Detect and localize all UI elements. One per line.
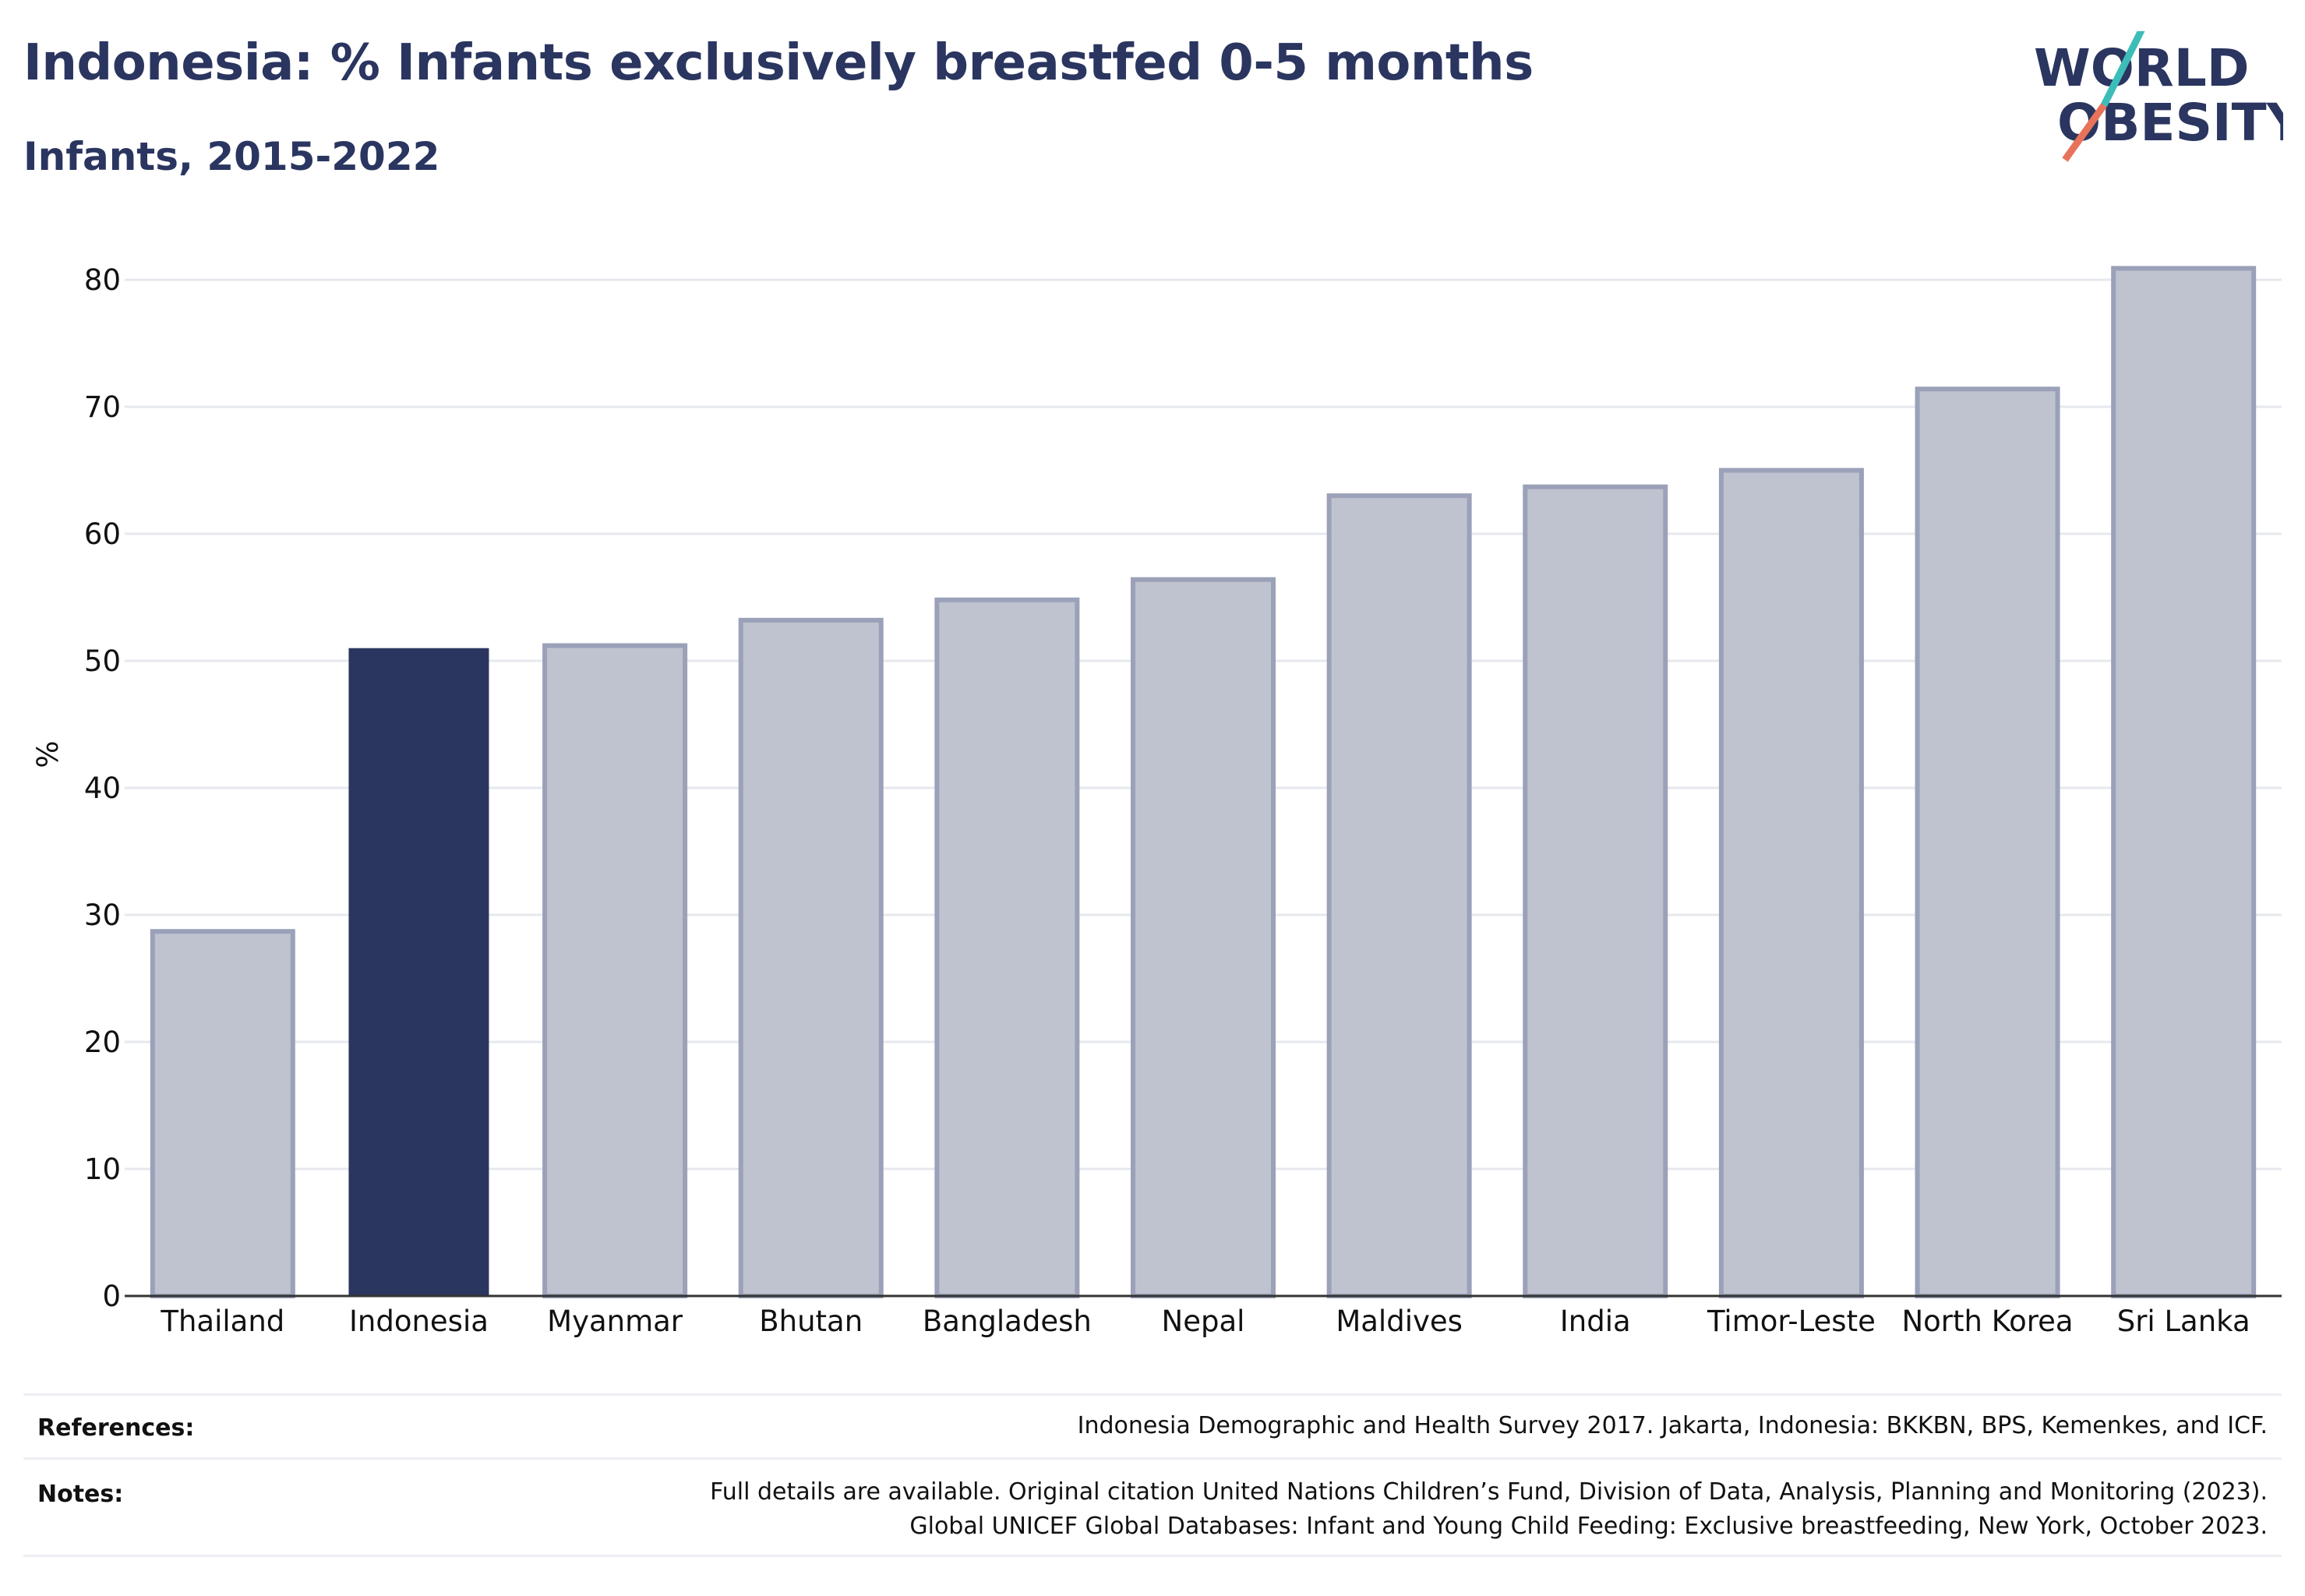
footer-divider-top: [23, 1393, 2282, 1396]
bars: [150, 266, 2257, 1299]
bar-myanmar: [542, 643, 688, 1298]
y-tick-label: 10: [84, 1153, 121, 1186]
bar-indonesia: [348, 648, 489, 1296]
bar-north-korea: [1915, 387, 2060, 1298]
chart-title: Indonesia: % Infants exclusively breastf…: [23, 34, 1534, 92]
y-tick-label: 40: [84, 772, 121, 805]
x-tick-label: Maldives: [1336, 1305, 1463, 1338]
bar-maldives: [1326, 493, 1472, 1298]
notes-label: Notes:: [37, 1481, 124, 1508]
footer-divider-middle: [23, 1457, 2282, 1460]
y-axis-label: %: [31, 740, 65, 768]
x-tick-label: Timor-Leste: [1707, 1305, 1876, 1338]
bar-chart: 0 10 20 30 40 50 60 70 80 Thailand Indonesia Myanm…: [31, 263, 2282, 1338]
world-obesity-logo: WORLD OBESITY: [2034, 31, 2283, 162]
x-tick-labels: Thailand Indonesia Myanmar Bhutan Bangladesh…: [160, 1305, 2250, 1338]
y-tick-label: 30: [84, 899, 121, 932]
y-tick-label: 50: [84, 644, 121, 678]
y-tick-labels: 0 10 20 30 40 50 60 70 80: [84, 263, 121, 1313]
notes-text-line1: Full details are available. Original cit…: [710, 1478, 2268, 1506]
bar-bangladesh: [934, 597, 1080, 1298]
references-label: References:: [37, 1414, 195, 1442]
logo-line1: WORLD: [2034, 38, 2250, 98]
x-tick-label: Myanmar: [547, 1305, 683, 1338]
y-tick-label: 70: [84, 390, 121, 424]
logo-slash-top: [2100, 31, 2145, 108]
bar-bhutan: [738, 617, 884, 1298]
bar-sri-lanka: [2111, 266, 2257, 1299]
footer-divider-bottom: [23, 1555, 2282, 1557]
bar-india: [1523, 484, 1668, 1299]
y-tick-label: 60: [84, 517, 121, 551]
y-tick-label: 20: [84, 1026, 121, 1059]
x-tick-label: Bhutan: [759, 1305, 863, 1338]
x-tick-label: Bangladesh: [923, 1305, 1092, 1338]
x-tick-label: Indonesia: [349, 1305, 489, 1338]
chart-subtitle: Infants, 2015-2022: [23, 134, 440, 179]
x-tick-label: North Korea: [1901, 1305, 2073, 1338]
x-tick-label: Sri Lanka: [2117, 1305, 2250, 1338]
y-tick-label: 0: [102, 1280, 121, 1313]
logo-slash-bottom: [2062, 103, 2107, 162]
x-tick-label: Thailand: [160, 1305, 284, 1338]
notes-text-line2: Global UNICEF Global Databases: Infant a…: [909, 1513, 2268, 1540]
y-tick-label: 80: [84, 263, 121, 297]
x-tick-label: India: [1560, 1305, 1631, 1338]
references-text: Indonesia Demographic and Health Survey …: [1077, 1412, 2268, 1439]
x-tick-label: Nepal: [1162, 1305, 1245, 1338]
bar-thailand: [150, 929, 295, 1298]
bar-timor-leste: [1718, 468, 1864, 1298]
bar-nepal: [1131, 577, 1276, 1298]
